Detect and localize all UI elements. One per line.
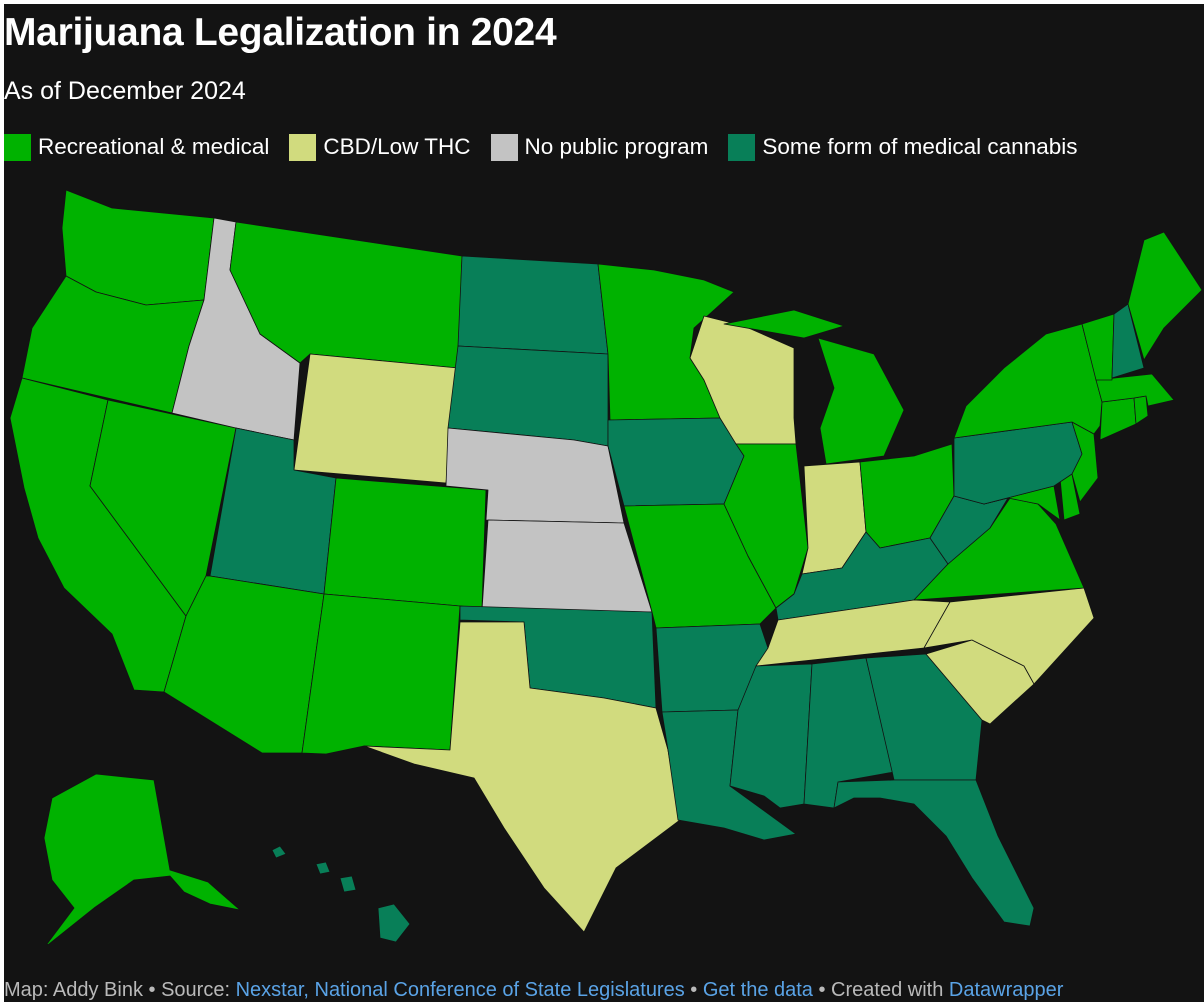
footer-separator: • [684,979,703,1001]
chart-frame: Marijuana Legalization in 2024 As of Dec… [4,4,1204,1002]
state-connecticut[interactable] [1099,397,1137,441]
state-georgia[interactable] [865,653,983,781]
state-hawaii[interactable] [271,845,411,943]
state-massachusetts[interactable] [1095,373,1175,407]
state-north-dakota[interactable] [457,255,609,355]
legend-label-medical: Some form of medical cannabis [762,134,1078,159]
footer: Map: Addy Bink • Source: Nexstar, Nation… [4,978,1063,1002]
state-rhode-island[interactable] [1133,395,1149,425]
legend-item-recreational: Recreational & medical [4,133,269,161]
state-michigan[interactable] [723,309,905,465]
map-credit: Map: Addy Bink [4,979,143,1001]
legend-swatch-medical [728,133,756,161]
state-iowa[interactable] [607,417,745,507]
created-label: Created with [831,979,949,1001]
footer-separator: • [812,979,832,1001]
datawrapper-link[interactable]: Datawrapper [948,979,1064,1001]
legend-label-no-program: No public program [524,134,709,159]
legend: Recreational & medical CBD/Low THC No pu… [4,132,1098,162]
legend-item-no-program: No public program [490,133,709,161]
state-new-york[interactable] [953,323,1103,439]
state-vermont[interactable] [1081,313,1115,381]
us-map [9,189,1203,944]
legend-item-cbd: CBD/Low THC [289,133,471,161]
source-label: Source: [161,979,236,1001]
legend-swatch-recreational [4,133,31,161]
source-link[interactable]: Nexstar, National Conference of State Le… [235,979,685,1001]
legend-swatch-no-program [490,133,518,161]
state-new-mexico[interactable] [301,593,461,755]
legend-label-recreational: Recreational & medical [38,134,270,159]
legend-swatch-cbd [289,133,317,161]
legend-label-cbd: CBD/Low THC [323,134,471,159]
state-new-hampshire[interactable] [1111,303,1145,379]
state-maine[interactable] [1127,231,1203,361]
state-alaska[interactable] [43,773,241,944]
state-colorado[interactable] [323,477,487,609]
chart-subtitle: As of December 2024 [4,77,246,105]
state-north-carolina[interactable] [923,587,1095,685]
footer-separator: • [142,979,162,1001]
state-florida[interactable] [833,779,1035,927]
state-texas[interactable] [363,621,681,933]
state-wyoming[interactable] [293,353,459,484]
chart-title: Marijuana Legalization in 2024 [4,11,557,54]
get-data-link[interactable]: Get the data [702,979,813,1001]
legend-item-medical: Some form of medical cannabis [728,133,1078,161]
state-kansas[interactable] [481,519,653,613]
